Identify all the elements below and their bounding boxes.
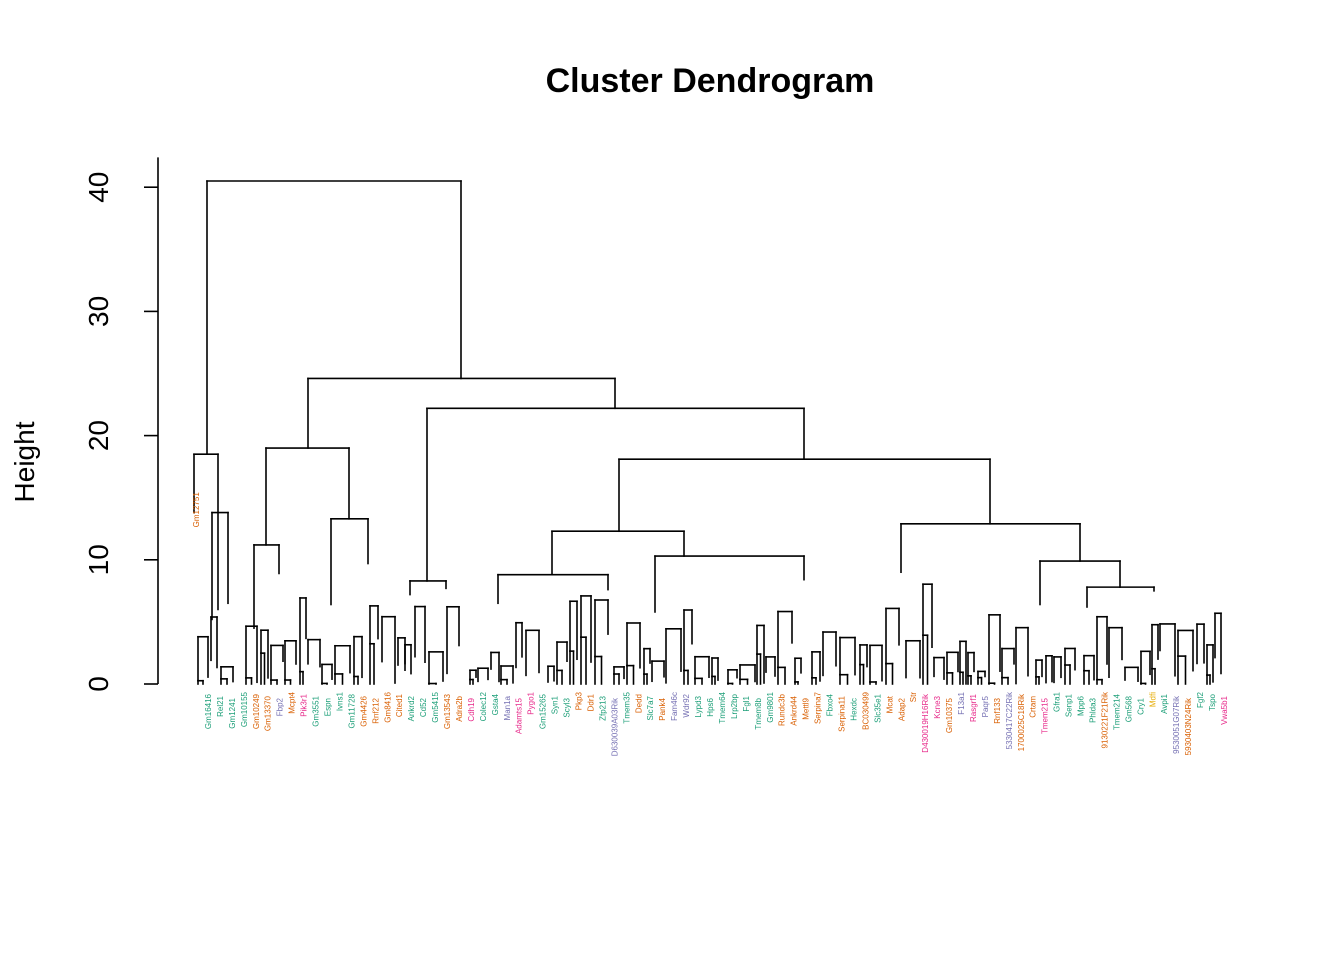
- leaf-label: Rel21: [216, 695, 225, 716]
- leaf-label: Str: [909, 692, 918, 703]
- leaf-label: Gm5415: [431, 691, 440, 722]
- y-tick-label: 40: [83, 172, 114, 203]
- y-axis-label: Height: [9, 421, 40, 502]
- leaf-label: Adamts15: [515, 697, 524, 734]
- leaf-label: Espn: [323, 698, 332, 716]
- leaf-label: Gm10155: [240, 691, 249, 727]
- leaf-label: 5330417C22Rik: [1005, 691, 1014, 749]
- leaf-label: Gm1241: [228, 697, 237, 728]
- leaf-label: Cry1: [1136, 697, 1145, 714]
- leaf-label: Dedd: [634, 694, 643, 713]
- leaf-label: Fbp2: [276, 697, 285, 716]
- leaf-label: Ankrd2: [407, 695, 416, 721]
- chart-title: Cluster Dendrogram: [546, 62, 875, 100]
- leaf-label: Mcpt4: [288, 691, 297, 713]
- leaf-label: Gm10249: [252, 693, 261, 729]
- leaf-label: Colec12: [479, 691, 488, 721]
- leaf-label: Hexdc: [849, 698, 858, 721]
- leaf-label: F13a1: [957, 691, 966, 714]
- leaf-label: Wdr92: [682, 693, 691, 717]
- leaf-label: Gm15265: [539, 693, 548, 729]
- leaf-label: Pkp3: [575, 691, 584, 710]
- leaf-label: 5930403N24Rik: [1184, 697, 1193, 755]
- y-axis: 0 10 20 30 40: [83, 157, 159, 692]
- leaf-label: Lypd3: [694, 695, 703, 717]
- leaf-label: Cited1: [395, 693, 404, 717]
- leaf-label: D430019H16Rik: [921, 693, 930, 753]
- leaf-label: Fbxo4: [826, 693, 835, 716]
- leaf-label: Gm568: [1124, 695, 1133, 722]
- leaf-label: Crtam: [1029, 696, 1038, 718]
- leaf-label: Tmem214: [1112, 693, 1121, 730]
- leaf-label: D630039A03Rik: [610, 697, 619, 756]
- leaf-label: Avpi1: [1160, 693, 1169, 713]
- leaf-label: 1700025C18Rik: [1017, 693, 1026, 751]
- leaf-label: Cd52: [419, 697, 428, 717]
- leaf-label: Paqr5: [981, 695, 990, 717]
- leaf-label: Syn1: [551, 695, 560, 714]
- leaf-label: Slc7a7: [646, 695, 655, 720]
- y-tick-label: 0: [83, 676, 114, 692]
- leaf-label: Zfp213: [598, 695, 607, 720]
- leaf-label: Adap2: [897, 697, 906, 721]
- leaf-label: Tspo: [1208, 693, 1217, 710]
- leaf-label: Mpp6: [1077, 695, 1086, 716]
- leaf-label: 9530051G07Rik: [1172, 695, 1181, 754]
- leaf-label: BC030499: [861, 691, 870, 729]
- leaf-label: Kcne3: [933, 695, 942, 718]
- leaf-label: 9130221F21Rik: [1100, 691, 1109, 748]
- leaf-label: Gm10375: [945, 697, 954, 733]
- leaf-label: Tmem64: [718, 691, 727, 723]
- leaf-label: Gm13370: [264, 695, 273, 731]
- leaf-label: Cdh19: [467, 697, 476, 721]
- leaf-label: Senp1: [1065, 693, 1074, 717]
- leaf-label: Ivns1: [335, 691, 344, 711]
- leaf-label: Vwa5b1: [1220, 695, 1229, 724]
- leaf-label: Phlda3: [1089, 697, 1098, 722]
- leaf-label: Ddr1: [586, 693, 595, 711]
- leaf-label: Pygo1: [527, 691, 536, 714]
- leaf-label: Gm3551: [312, 695, 321, 726]
- leaf-label: Gm9801: [766, 691, 775, 722]
- leaf-label: Fgf2: [1196, 691, 1205, 708]
- leaf-label: Tmem35: [622, 691, 631, 723]
- leaf-label: Mettl9: [802, 697, 811, 719]
- y-tick-label: 10: [83, 544, 114, 575]
- leaf-label: Slc35e1: [873, 693, 882, 722]
- leaf-label: Pik3r1: [300, 693, 309, 716]
- dendrogram-tree: [193, 180, 1222, 685]
- leaf-label: Scyl3: [563, 697, 572, 717]
- leaf-label: Rundc3b: [778, 693, 787, 726]
- leaf-label: Lrp2bp: [730, 693, 739, 718]
- y-tick-label: 20: [83, 420, 114, 451]
- leaf-label: Mcat: [885, 695, 894, 713]
- leaf-label: Rnf133: [993, 697, 1002, 723]
- y-tick-label: 30: [83, 296, 114, 327]
- leaf-label: Gsta4: [491, 693, 500, 715]
- leaf-label: Adra2b: [455, 695, 464, 721]
- leaf-label: Gm12751: [192, 492, 201, 528]
- leaf-label: Ankrd44: [790, 695, 799, 725]
- leaf-label: Gm11728: [347, 693, 356, 728]
- leaf-label: Gm4426: [359, 695, 368, 726]
- leaf-label: Gm13543: [443, 693, 452, 729]
- leaf-label: Gm8416: [383, 691, 392, 722]
- leaf-label: Fgl1: [742, 695, 751, 711]
- leaf-label: Rasgrf1: [969, 693, 978, 722]
- leaf-label: Tmem215: [1041, 697, 1050, 734]
- leaf-label: Serpina11: [837, 695, 846, 731]
- leaf-label: Fam46c: [670, 692, 679, 721]
- leaf-label: Tmem8b: [754, 697, 763, 729]
- leaf-label: Rnf212: [371, 697, 380, 723]
- leaf-label: Man1a: [503, 695, 512, 720]
- leaf-label: Gfra1: [1053, 691, 1062, 712]
- leaf-label: Pank4: [658, 697, 667, 720]
- leaf-label: Serpina7: [814, 691, 823, 724]
- leaf-label: Gm16416: [204, 693, 213, 729]
- leaf-label: Mdfi: [1148, 692, 1157, 707]
- leaf-label: Hps6: [706, 697, 715, 716]
